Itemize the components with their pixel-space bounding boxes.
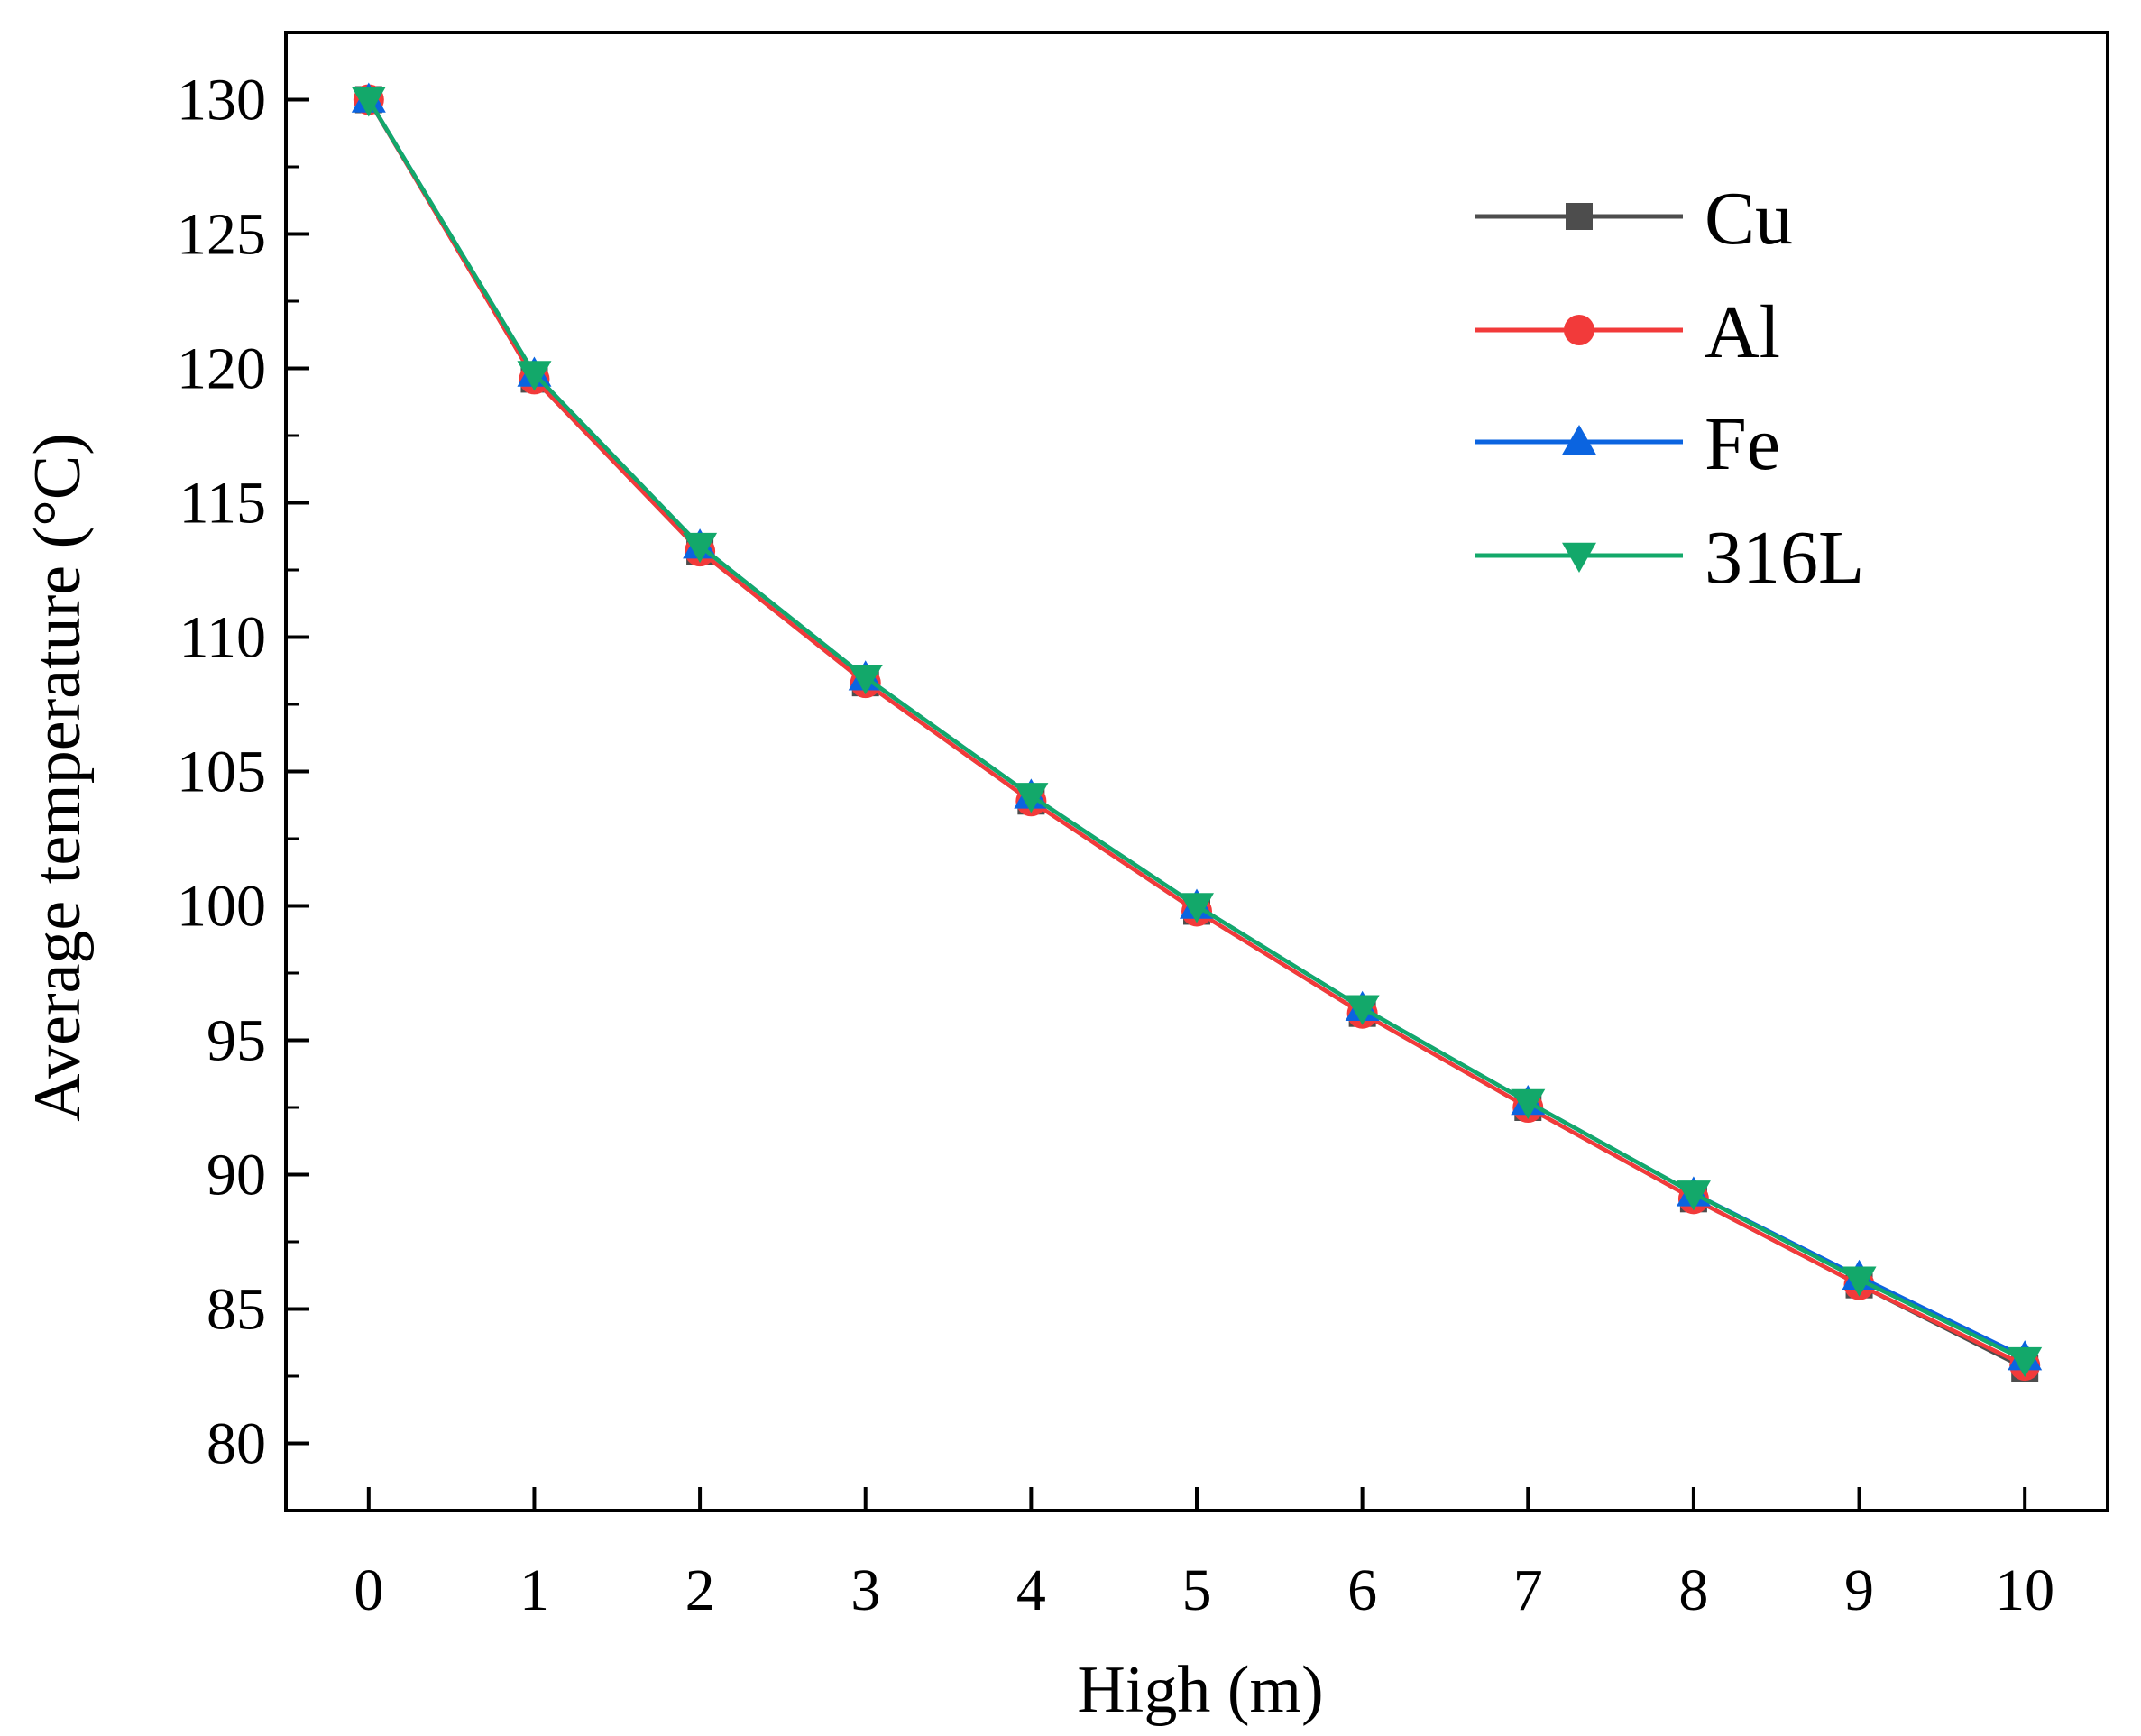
data-point [1842,1266,1877,1297]
x-tick-label: 7 [1513,1557,1543,1623]
y-tick-label: 125 [177,202,266,268]
y-tick-label: 85 [207,1277,266,1343]
x-tick-label: 0 [354,1557,383,1623]
series-fe [351,82,2043,1371]
legend-label: Fe [1705,402,1780,486]
series-group [351,82,2043,1382]
legend-marker [1562,542,1596,573]
data-point [1180,893,1214,923]
x-tick-label: 1 [519,1557,549,1623]
series-line [366,98,2026,1363]
series-316l [351,87,2043,1378]
y-tick-label: 115 [179,471,266,537]
legend-item-cu: Cu [1475,177,1793,261]
axes: 0 1 2 3 4 5 6 7 8 9 10 80 85 90 95 100 105 110 115 120 125 13… [177,31,2109,1623]
legend-item-fe: Fe [1475,402,1780,486]
y-tick-label: 120 [177,336,266,402]
legend-marker [1564,315,1594,345]
data-point [2008,1346,2043,1378]
y-tick-label: 110 [179,605,266,671]
x-tick-label: 6 [1347,1557,1377,1623]
data-point [1676,1180,1711,1211]
x-tick-label: 8 [1678,1557,1708,1623]
data-point [1014,783,1049,813]
data-point [517,361,552,391]
plot-frame [284,31,2109,1512]
x-tick-label: 9 [1844,1557,1874,1623]
data-point [683,532,718,564]
data-point [1511,1088,1546,1120]
data-point [1345,995,1380,1025]
data-point [848,664,883,695]
x-axis-title: High (m) [1077,1653,1323,1727]
legend-marker [1562,425,1596,455]
series-line [366,98,2026,1360]
x-tick-label: 10 [1995,1557,2054,1623]
y-tick-label: 90 [207,1143,266,1208]
x-tick-label: 2 [685,1557,715,1623]
legend-label: Al [1705,290,1780,374]
legend-item-316l: 316L [1475,516,1864,600]
y-tick-label: 100 [177,874,266,940]
series-al [353,84,2041,1382]
legend-label: 316L [1705,516,1864,600]
x-tick-label: 4 [1016,1557,1046,1623]
y-tick-label: 80 [207,1411,266,1477]
x-tick-label: 3 [850,1557,880,1623]
legend: Cu Al Fe 316L [1475,177,1864,600]
x-tick-label: 5 [1182,1557,1212,1623]
y-tick-label: 130 [177,68,266,133]
legend-marker [1566,203,1593,230]
legend-label: Cu [1705,177,1793,261]
y-tick-label: 105 [177,739,266,805]
y-axis-title: Average temperature (°C) [21,433,95,1122]
series-cu [354,86,2039,1382]
y-tick-label: 95 [207,1008,266,1074]
legend-item-al: Al [1475,290,1780,374]
data-point [351,87,386,117]
